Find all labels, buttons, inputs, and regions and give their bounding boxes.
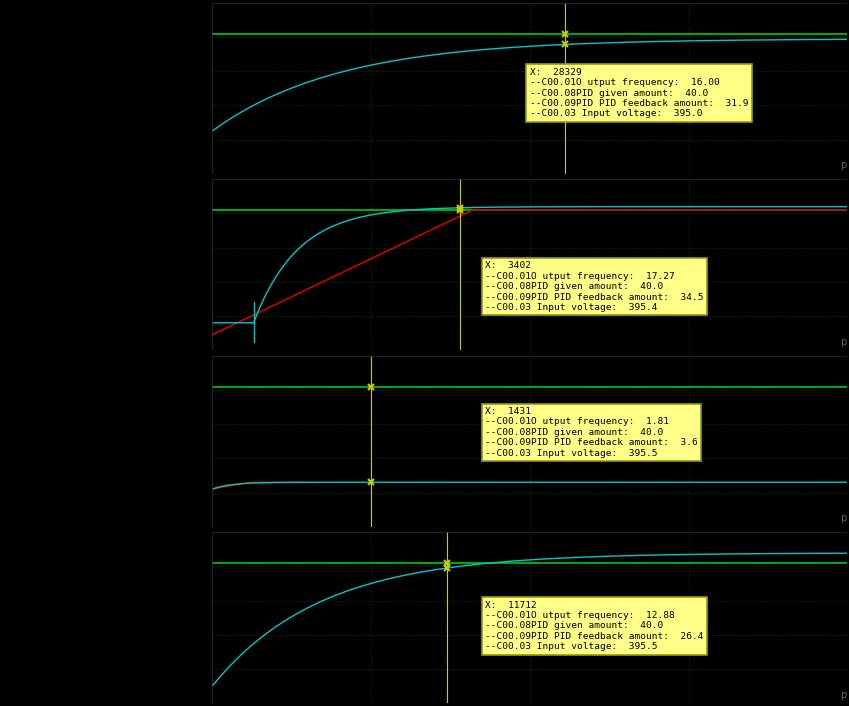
Text: X:  3402
--C00.01O utput frequency:  17.27
--C00.08PID given amount:  40.0
--C00: X: 3402 --C00.01O utput frequency: 17.27… bbox=[486, 261, 704, 312]
Text: P=1;  I=1.0;  D=0.: P=1; I=1.0; D=0. bbox=[13, 193, 156, 206]
Text: p: p bbox=[840, 337, 846, 347]
Text: X:  1431
--C00.01O utput frequency:  1.81
--C00.08PID given amount:  40.0
--C00.: X: 1431 --C00.01O utput frequency: 1.81 … bbox=[486, 407, 698, 457]
Text: 3.714s: 3.714s bbox=[13, 292, 72, 310]
Text: p: p bbox=[840, 513, 846, 523]
Text: Unable to adjust: Unable to adjust bbox=[13, 424, 140, 437]
Text: P=0.1;  I=0;  D=0.: P=0.1; I=0; D=0. bbox=[13, 369, 156, 383]
Text: 23.946s: 23.946s bbox=[13, 645, 82, 663]
Text: P=0.1;  I=1.0;D=1.0.: P=0.1; I=1.0;D=1.0. bbox=[13, 546, 172, 559]
Text: X:  28329
--C00.01O utput frequency:  16.00
--C00.08PID given amount:  40.0
--C0: X: 28329 --C00.01O utput frequency: 16.0… bbox=[530, 68, 748, 119]
Text: p: p bbox=[840, 690, 846, 700]
Text: p: p bbox=[840, 160, 846, 170]
Text: Adjustment time:: Adjustment time: bbox=[13, 248, 140, 261]
Text: Adjustment time:: Adjustment time: bbox=[13, 601, 140, 614]
Text: X:  11712
--C00.01O utput frequency:  12.88
--C00.08PID given amount:  40.0
--C0: X: 11712 --C00.01O utput frequency: 12.8… bbox=[486, 601, 704, 651]
Text: P=0.1;  I=1.0;  D=0.: P=0.1; I=1.0; D=0. bbox=[13, 16, 172, 30]
Text: Adjustment time:: Adjustment time: bbox=[13, 71, 140, 84]
Text: 24.028s: 24.028s bbox=[13, 116, 82, 133]
